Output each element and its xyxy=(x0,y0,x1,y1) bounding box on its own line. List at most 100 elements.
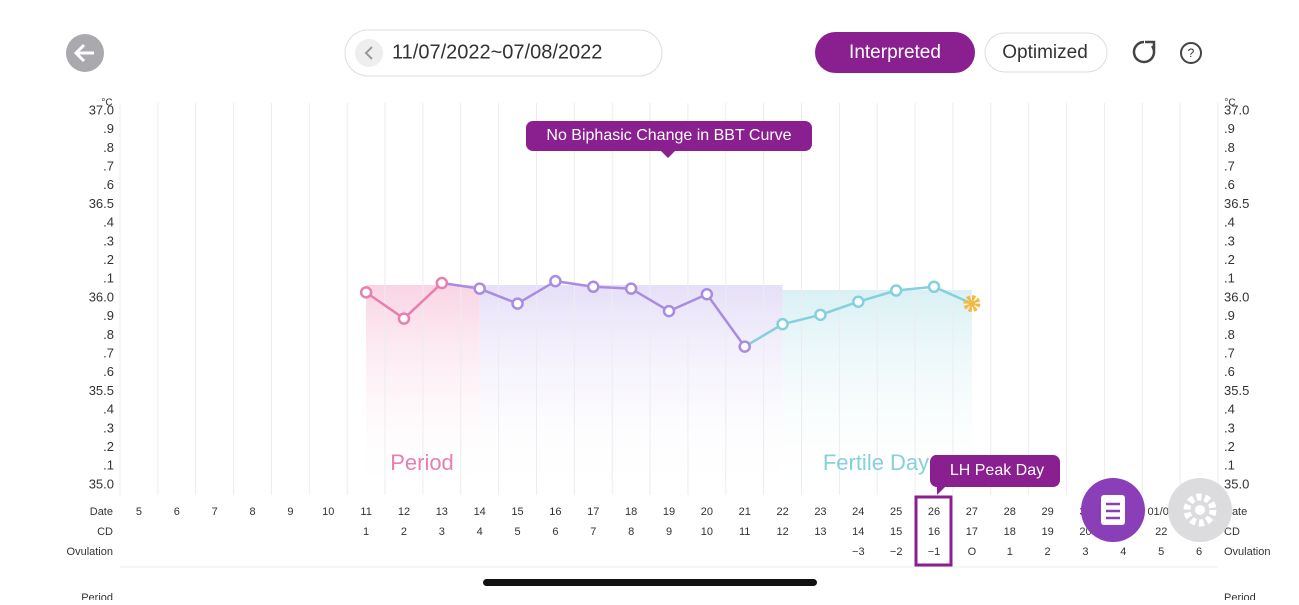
categories-cell: 19 xyxy=(663,506,675,518)
cd-cell: 16 xyxy=(928,526,940,538)
line-segment xyxy=(896,285,935,292)
help-icon[interactable] xyxy=(1180,42,1202,64)
y2-tick-label: .6 xyxy=(1224,364,1235,379)
y2-tick-label: .1 xyxy=(1224,271,1235,286)
data-point xyxy=(359,286,373,299)
categories-cell: 8 xyxy=(249,506,255,518)
line-segment xyxy=(705,293,746,348)
tab-label: Optimized xyxy=(1002,42,1088,63)
row-label: CD xyxy=(97,526,113,538)
cd-cell: 7 xyxy=(590,526,596,538)
y-tick-label: 36.5 xyxy=(89,196,114,211)
tab-interpreted[interactable] xyxy=(815,32,975,73)
y-tick-label: 37.0 xyxy=(89,102,114,117)
row-label: Period xyxy=(1224,592,1256,600)
cd-cell: 8 xyxy=(628,526,634,538)
ovulation-cell: −1 xyxy=(928,546,941,558)
data-point xyxy=(587,280,600,294)
cd-cell: 1 xyxy=(363,526,369,538)
categories-cell: 24 xyxy=(852,506,864,518)
categories-cell: 21 xyxy=(739,506,751,518)
fertile-label: Fertile Day xyxy=(823,450,929,475)
data-point xyxy=(549,274,562,288)
tab-label: Interpreted xyxy=(849,42,941,63)
y-tick-label: 35.5 xyxy=(89,383,114,398)
data-point xyxy=(852,295,865,308)
cd-cell: 6 xyxy=(552,526,558,538)
callout-pointer xyxy=(661,151,675,158)
categories-cell: 14 xyxy=(474,506,486,518)
period-label: Period xyxy=(390,450,454,475)
categories-cell: 20 xyxy=(701,506,713,518)
y2-tick-label: .4 xyxy=(1224,215,1235,230)
data-point xyxy=(738,340,751,353)
y-tick-label: .1 xyxy=(103,458,114,473)
categories-cell: 11 xyxy=(360,506,371,518)
y2-tick-label: .4 xyxy=(1224,402,1235,417)
y2-tick-label: .1 xyxy=(1224,458,1235,473)
unit-label: °C xyxy=(101,98,112,109)
cycle-shade xyxy=(479,285,783,495)
data-point xyxy=(662,304,676,318)
y2-tick-label: .7 xyxy=(1224,159,1235,174)
data-point xyxy=(435,276,449,290)
cd-cell: 3 xyxy=(439,526,445,538)
cd-cell: 10 xyxy=(701,526,713,538)
tab-optimized[interactable] xyxy=(984,32,1108,73)
share-icon[interactable] xyxy=(1132,40,1156,64)
y2-tick-label: 37.0 xyxy=(1224,102,1249,117)
y2-tick-label: .8 xyxy=(1224,327,1235,342)
data-point xyxy=(889,284,903,297)
lh-callout xyxy=(929,455,1060,495)
ovulation-cell: O xyxy=(968,546,977,558)
y2-tick-label: 36.0 xyxy=(1224,289,1249,304)
categories-cell: 29 xyxy=(1041,506,1053,518)
y-tick-label: .9 xyxy=(103,121,114,136)
ovulation-cell: 5 xyxy=(1158,546,1164,558)
ovulation-cell: 4 xyxy=(1120,546,1126,558)
date-icon-arrow xyxy=(364,46,373,60)
line-segment xyxy=(441,281,480,290)
cd-cell: 19 xyxy=(1041,526,1053,538)
cd-cell: 17 xyxy=(966,526,978,538)
date-icon xyxy=(355,39,383,67)
ovulation-cell: 6 xyxy=(1196,546,1202,558)
categories-cell: 13 xyxy=(436,506,448,518)
unit-label: °C xyxy=(1224,98,1235,109)
help-mark: ? xyxy=(1188,46,1195,60)
cd-cell: 15 xyxy=(890,526,902,538)
data-point xyxy=(397,312,411,325)
data-point xyxy=(700,288,714,301)
y-tick-label: .2 xyxy=(103,252,114,267)
y-tick-label: .3 xyxy=(103,420,114,435)
categories-cell: 17 xyxy=(587,506,599,518)
data-point xyxy=(473,282,486,295)
ovulation-cell: 1 xyxy=(1007,546,1013,558)
home-indicator xyxy=(483,579,817,586)
date-range-box[interactable] xyxy=(344,29,663,77)
y-tick-label: .8 xyxy=(103,140,114,155)
line-segment xyxy=(403,282,443,320)
y2-tick-label: 35.5 xyxy=(1224,383,1249,398)
settings-icon-center xyxy=(1195,505,1205,515)
y-tick-label: .7 xyxy=(103,346,114,361)
categories-cell: 26 xyxy=(928,506,940,518)
categories-cell: 6 xyxy=(174,506,180,518)
y-tick-label: .6 xyxy=(103,364,114,379)
cd-cell: 13 xyxy=(814,526,826,538)
row-label: Period xyxy=(81,592,113,600)
data-point xyxy=(511,297,524,310)
row-label: CD xyxy=(1224,526,1240,538)
settings-icon xyxy=(1183,493,1217,527)
categories-cell: 15 xyxy=(511,506,523,518)
y-tick-label: .4 xyxy=(103,215,114,230)
date-range: 11/07/2022~07/08/2022 xyxy=(392,41,602,63)
y-tick-label: .1 xyxy=(103,271,114,286)
y2-tick-label: .9 xyxy=(1224,308,1235,323)
categories-cell: 22 xyxy=(776,506,788,518)
y2-tick-label: .2 xyxy=(1224,439,1235,454)
title-callout xyxy=(526,121,812,151)
lh-peak-label: LH Peak Day xyxy=(950,462,1044,479)
y-tick-label: .4 xyxy=(103,402,114,417)
